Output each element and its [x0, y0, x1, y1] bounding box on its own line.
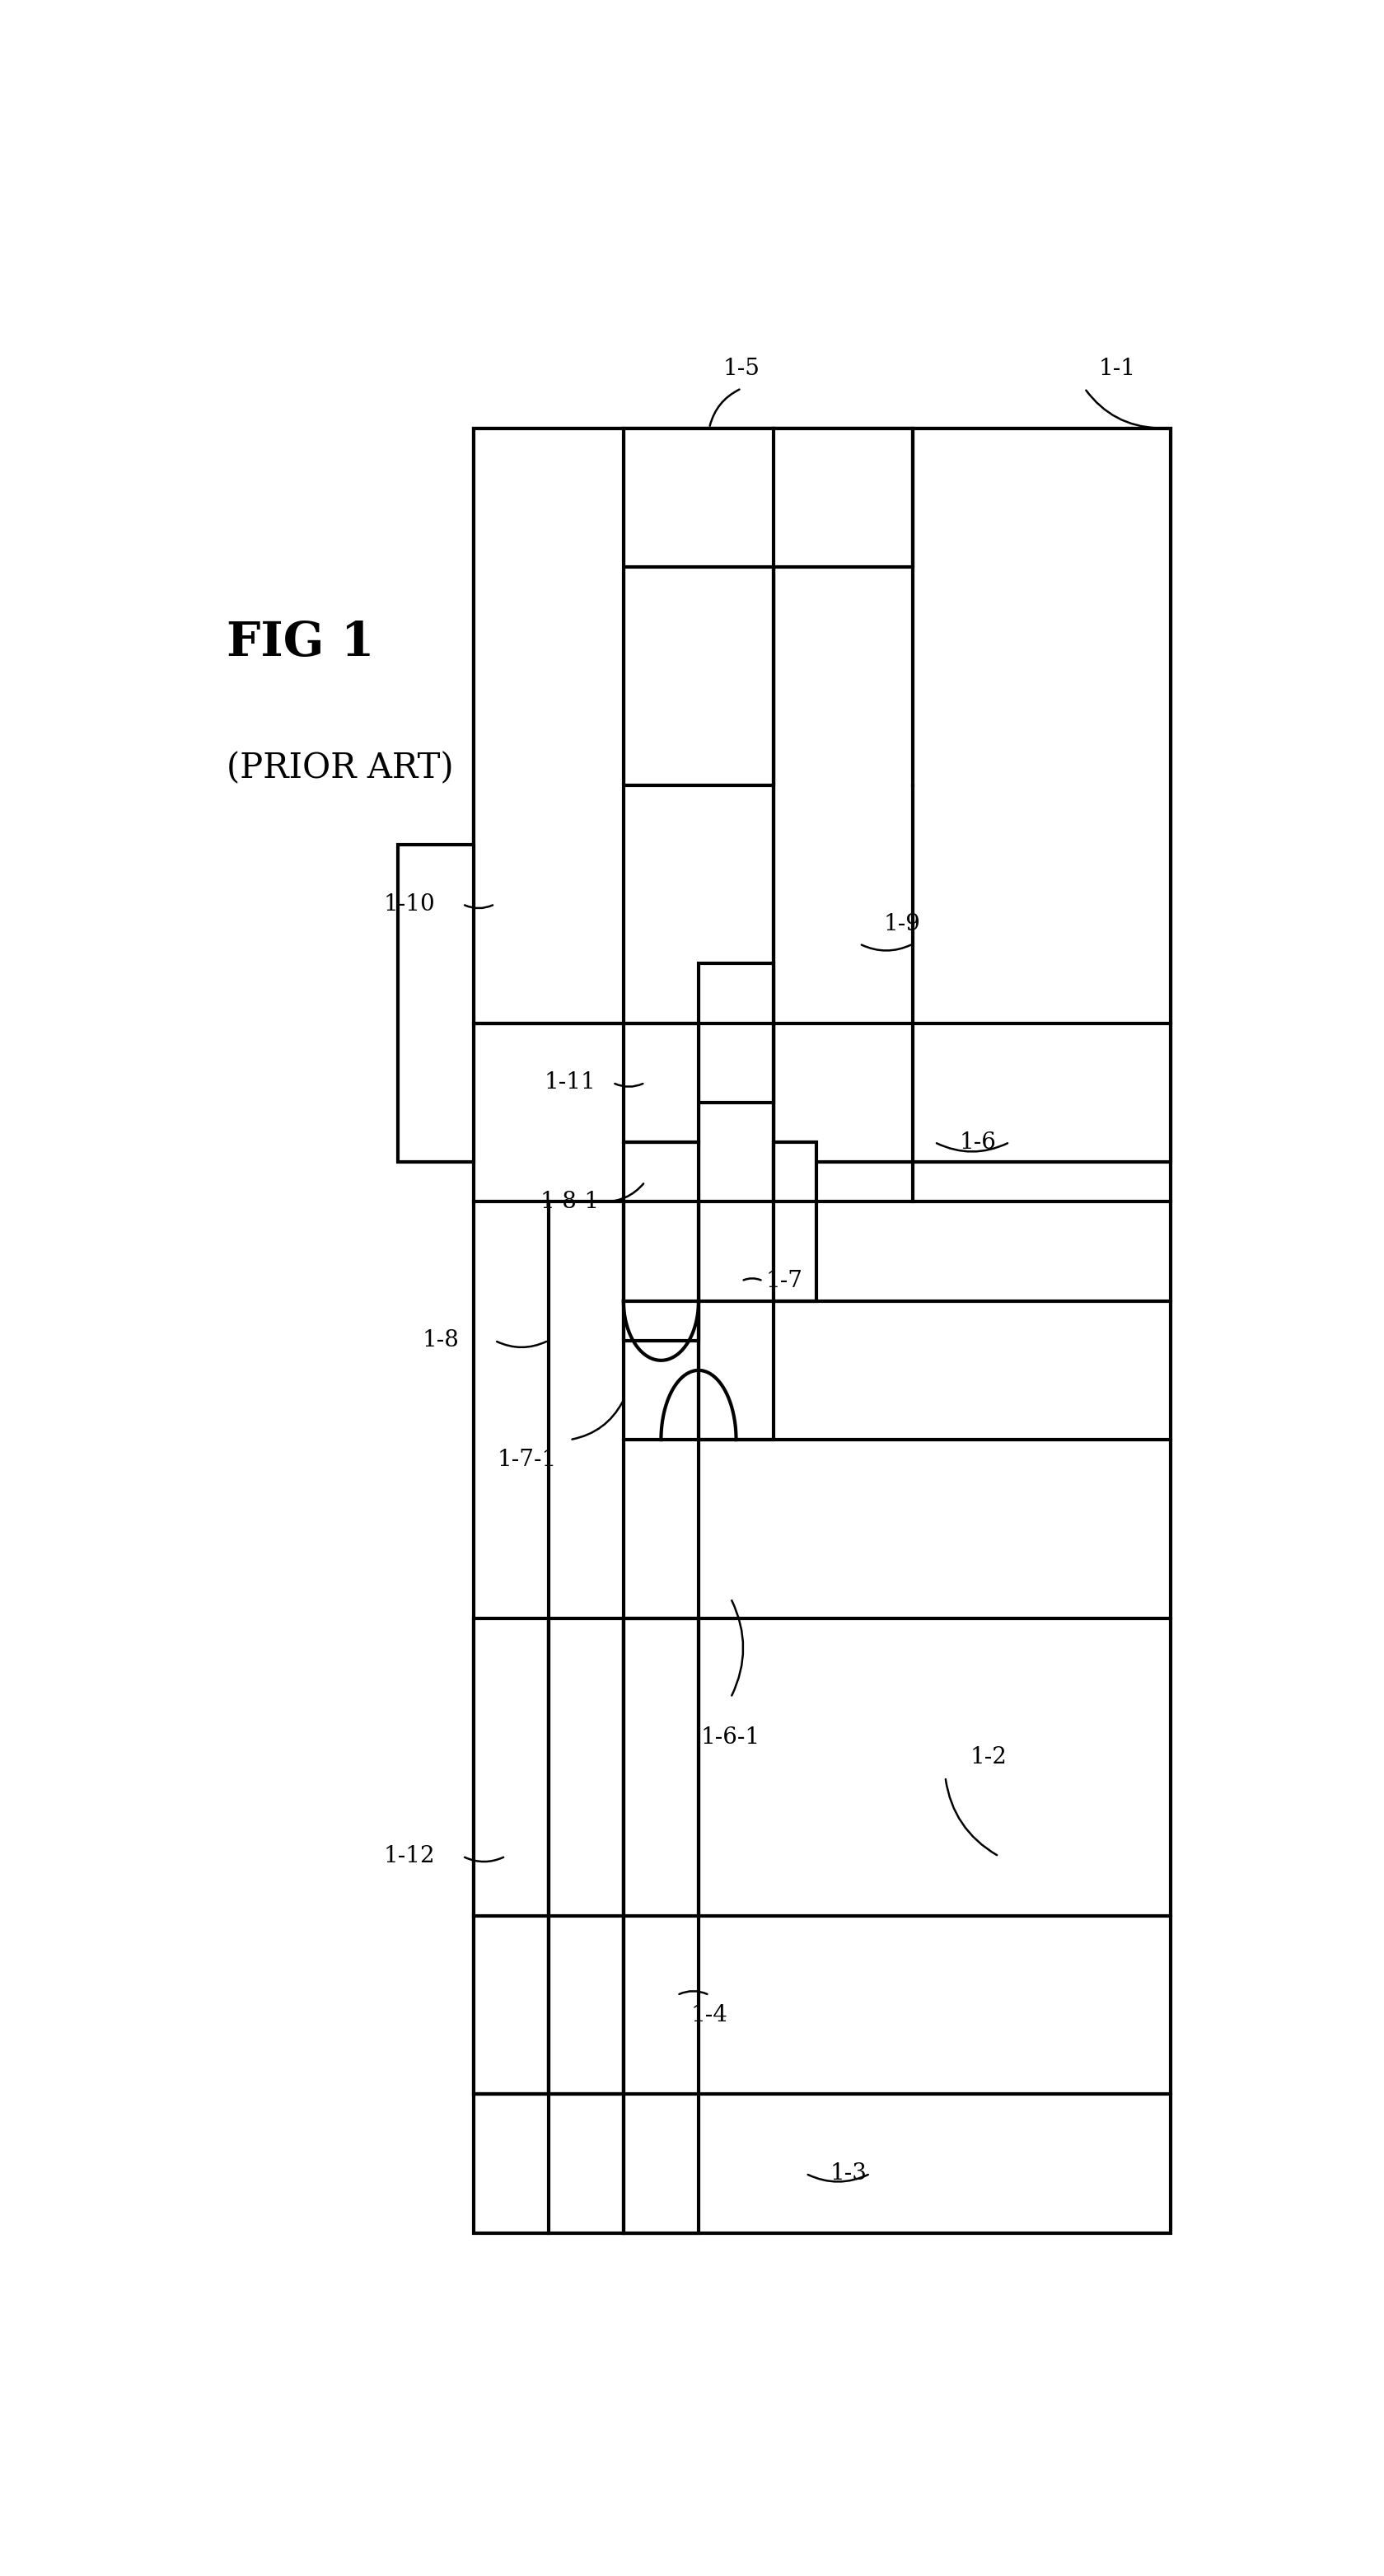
Text: 1-8-1: 1-8-1	[540, 1190, 599, 1213]
Bar	[473, 428, 1171, 2233]
Bar	[473, 1618, 548, 2094]
Bar	[774, 1141, 817, 1301]
Text: (PRIOR ART): (PRIOR ART)	[227, 750, 454, 786]
Text: 1-4: 1-4	[691, 2004, 728, 2027]
Bar	[624, 1141, 699, 1340]
Bar	[624, 1618, 699, 2233]
Text: 1-10: 1-10	[383, 894, 435, 914]
Text: 1-5: 1-5	[722, 358, 760, 379]
Text: 1-11: 1-11	[544, 1072, 595, 1095]
Text: FIG 1: FIG 1	[227, 621, 375, 667]
Bar	[473, 428, 623, 1023]
Text: 1-8: 1-8	[422, 1329, 459, 1352]
Text: 1-6-1: 1-6-1	[702, 1726, 760, 1749]
Bar	[624, 1023, 699, 1141]
Bar	[624, 428, 913, 567]
Bar	[548, 1618, 624, 2094]
Text: 1-3: 1-3	[830, 2161, 868, 2184]
Text: 1-9: 1-9	[884, 912, 920, 935]
Text: 1-2: 1-2	[970, 1747, 1006, 1767]
Text: 1-6: 1-6	[959, 1131, 996, 1154]
Bar	[699, 1023, 774, 1440]
Text: 1-12: 1-12	[383, 1844, 435, 1868]
Bar	[624, 428, 774, 786]
Text: 1-7-1: 1-7-1	[497, 1448, 556, 1471]
Bar	[399, 845, 473, 1162]
Bar	[774, 428, 1171, 1162]
Text: 1-1: 1-1	[1099, 358, 1135, 379]
Bar	[699, 963, 774, 1103]
Text: 1-7: 1-7	[765, 1270, 803, 1293]
